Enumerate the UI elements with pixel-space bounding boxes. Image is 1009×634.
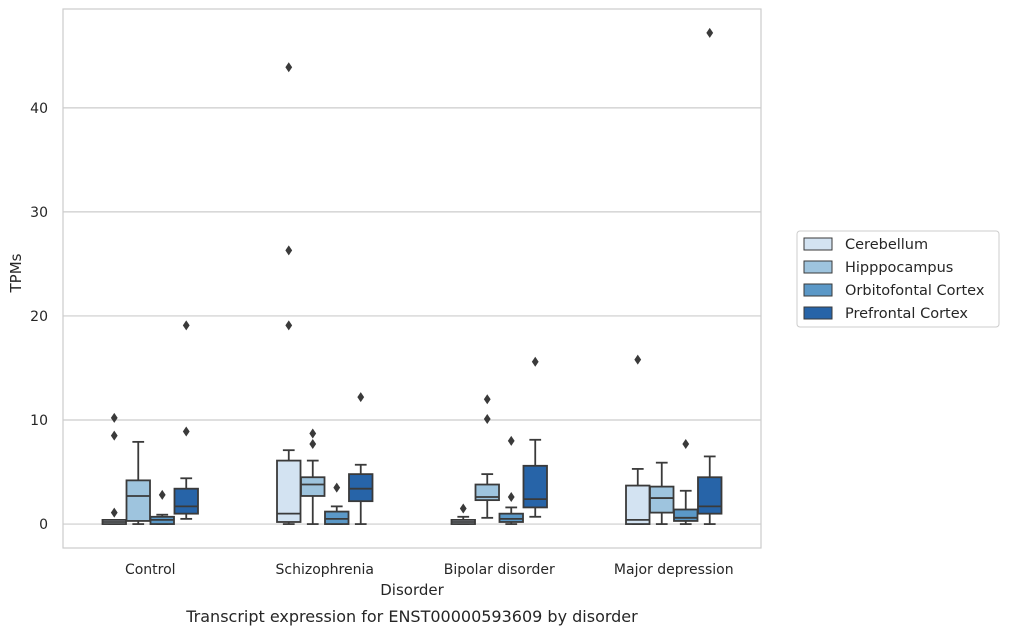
x-tick-label: Major depression [614,562,734,578]
outlier-point [682,438,690,449]
box-orbitofontal-cortex [324,482,350,525]
outlier-point [706,27,714,38]
outlier-point [483,413,491,424]
x-tick-label: Control [125,562,176,578]
outlier-point [110,430,118,441]
box-iqr [125,479,151,522]
y-axis-title: TPMs [7,253,25,293]
y-tick-label: 10 [30,413,48,429]
box-cerebellum [450,503,476,525]
x-tick-labels: Control Schizophrenia Bipolar disorder Majo… [125,562,734,578]
y-tick-label: 20 [30,309,48,325]
gridlines [63,107,761,525]
box-hipppocampus [649,461,675,525]
box-iqr [324,510,350,525]
outlier-point [182,426,190,437]
outlier-point [309,438,317,449]
legend-swatch [803,237,833,251]
box-orbitofontal-cortex [149,489,175,525]
legend-swatch [803,260,833,274]
box-prefrontal-cortex [522,356,548,518]
x-tick-label: Schizophrenia [276,562,374,578]
box-iqr [348,473,374,503]
box-iqr [522,464,548,509]
x-axis-title: Disorder [380,581,444,599]
box-cerebellum [101,412,127,525]
box-iqr [697,476,723,515]
outlier-point [459,503,467,514]
outlier-point [110,412,118,423]
box-iqr [649,485,675,514]
box-hipppocampus [300,428,326,525]
chart-caption: Transcript expression for ENST0000059360… [185,607,638,626]
box-hipppocampus [474,394,500,519]
legend-swatch [803,306,833,320]
box-cerebellum [276,62,302,525]
box-orbitofontal-cortex [498,435,524,525]
outlier-point [483,394,491,405]
outlier-point [285,320,293,331]
box-iqr [625,484,651,525]
boxes [101,27,723,525]
plot-frame [62,8,762,549]
box-hipppocampus [125,440,151,525]
legend-label: Hipppocampus [845,260,953,276]
y-tick-label: 30 [30,205,48,221]
outlier-point [110,507,118,518]
y-tick-label: 0 [39,517,48,533]
legend-label: Orbitofontal Cortex [845,283,985,299]
outlier-point [158,489,166,500]
outlier-point [309,428,317,439]
box-iqr [673,508,699,522]
outlier-point [182,320,190,331]
outlier-point [285,245,293,256]
outlier-point [634,354,642,365]
outlier-point [333,482,341,493]
box-prefrontal-cortex [348,392,374,525]
box-prefrontal-cortex [173,320,199,520]
outlier-point [507,492,515,503]
legend-label: Cerebellum [845,237,928,253]
legend: Cerebellum Hipppocampus Orbitofontal Corte… [796,230,1000,328]
outlier-point [531,356,539,367]
box-prefrontal-cortex [697,27,723,525]
outlier-point [285,62,293,73]
outlier-point [357,392,365,403]
x-tick-label: Bipolar disorder [444,562,555,578]
legend-swatch [803,283,833,297]
box-iqr [498,512,524,523]
legend-label: Prefrontal Cortex [845,306,968,322]
box-iqr [300,476,326,497]
box-cerebellum [625,354,651,525]
legend-frame [796,230,1000,328]
box-iqr [173,487,199,515]
outlier-point [507,435,515,446]
y-tick-labels: 0 10 20 30 40 [30,101,48,533]
y-tick-label: 40 [30,101,48,117]
box-orbitofontal-cortex [673,438,699,525]
